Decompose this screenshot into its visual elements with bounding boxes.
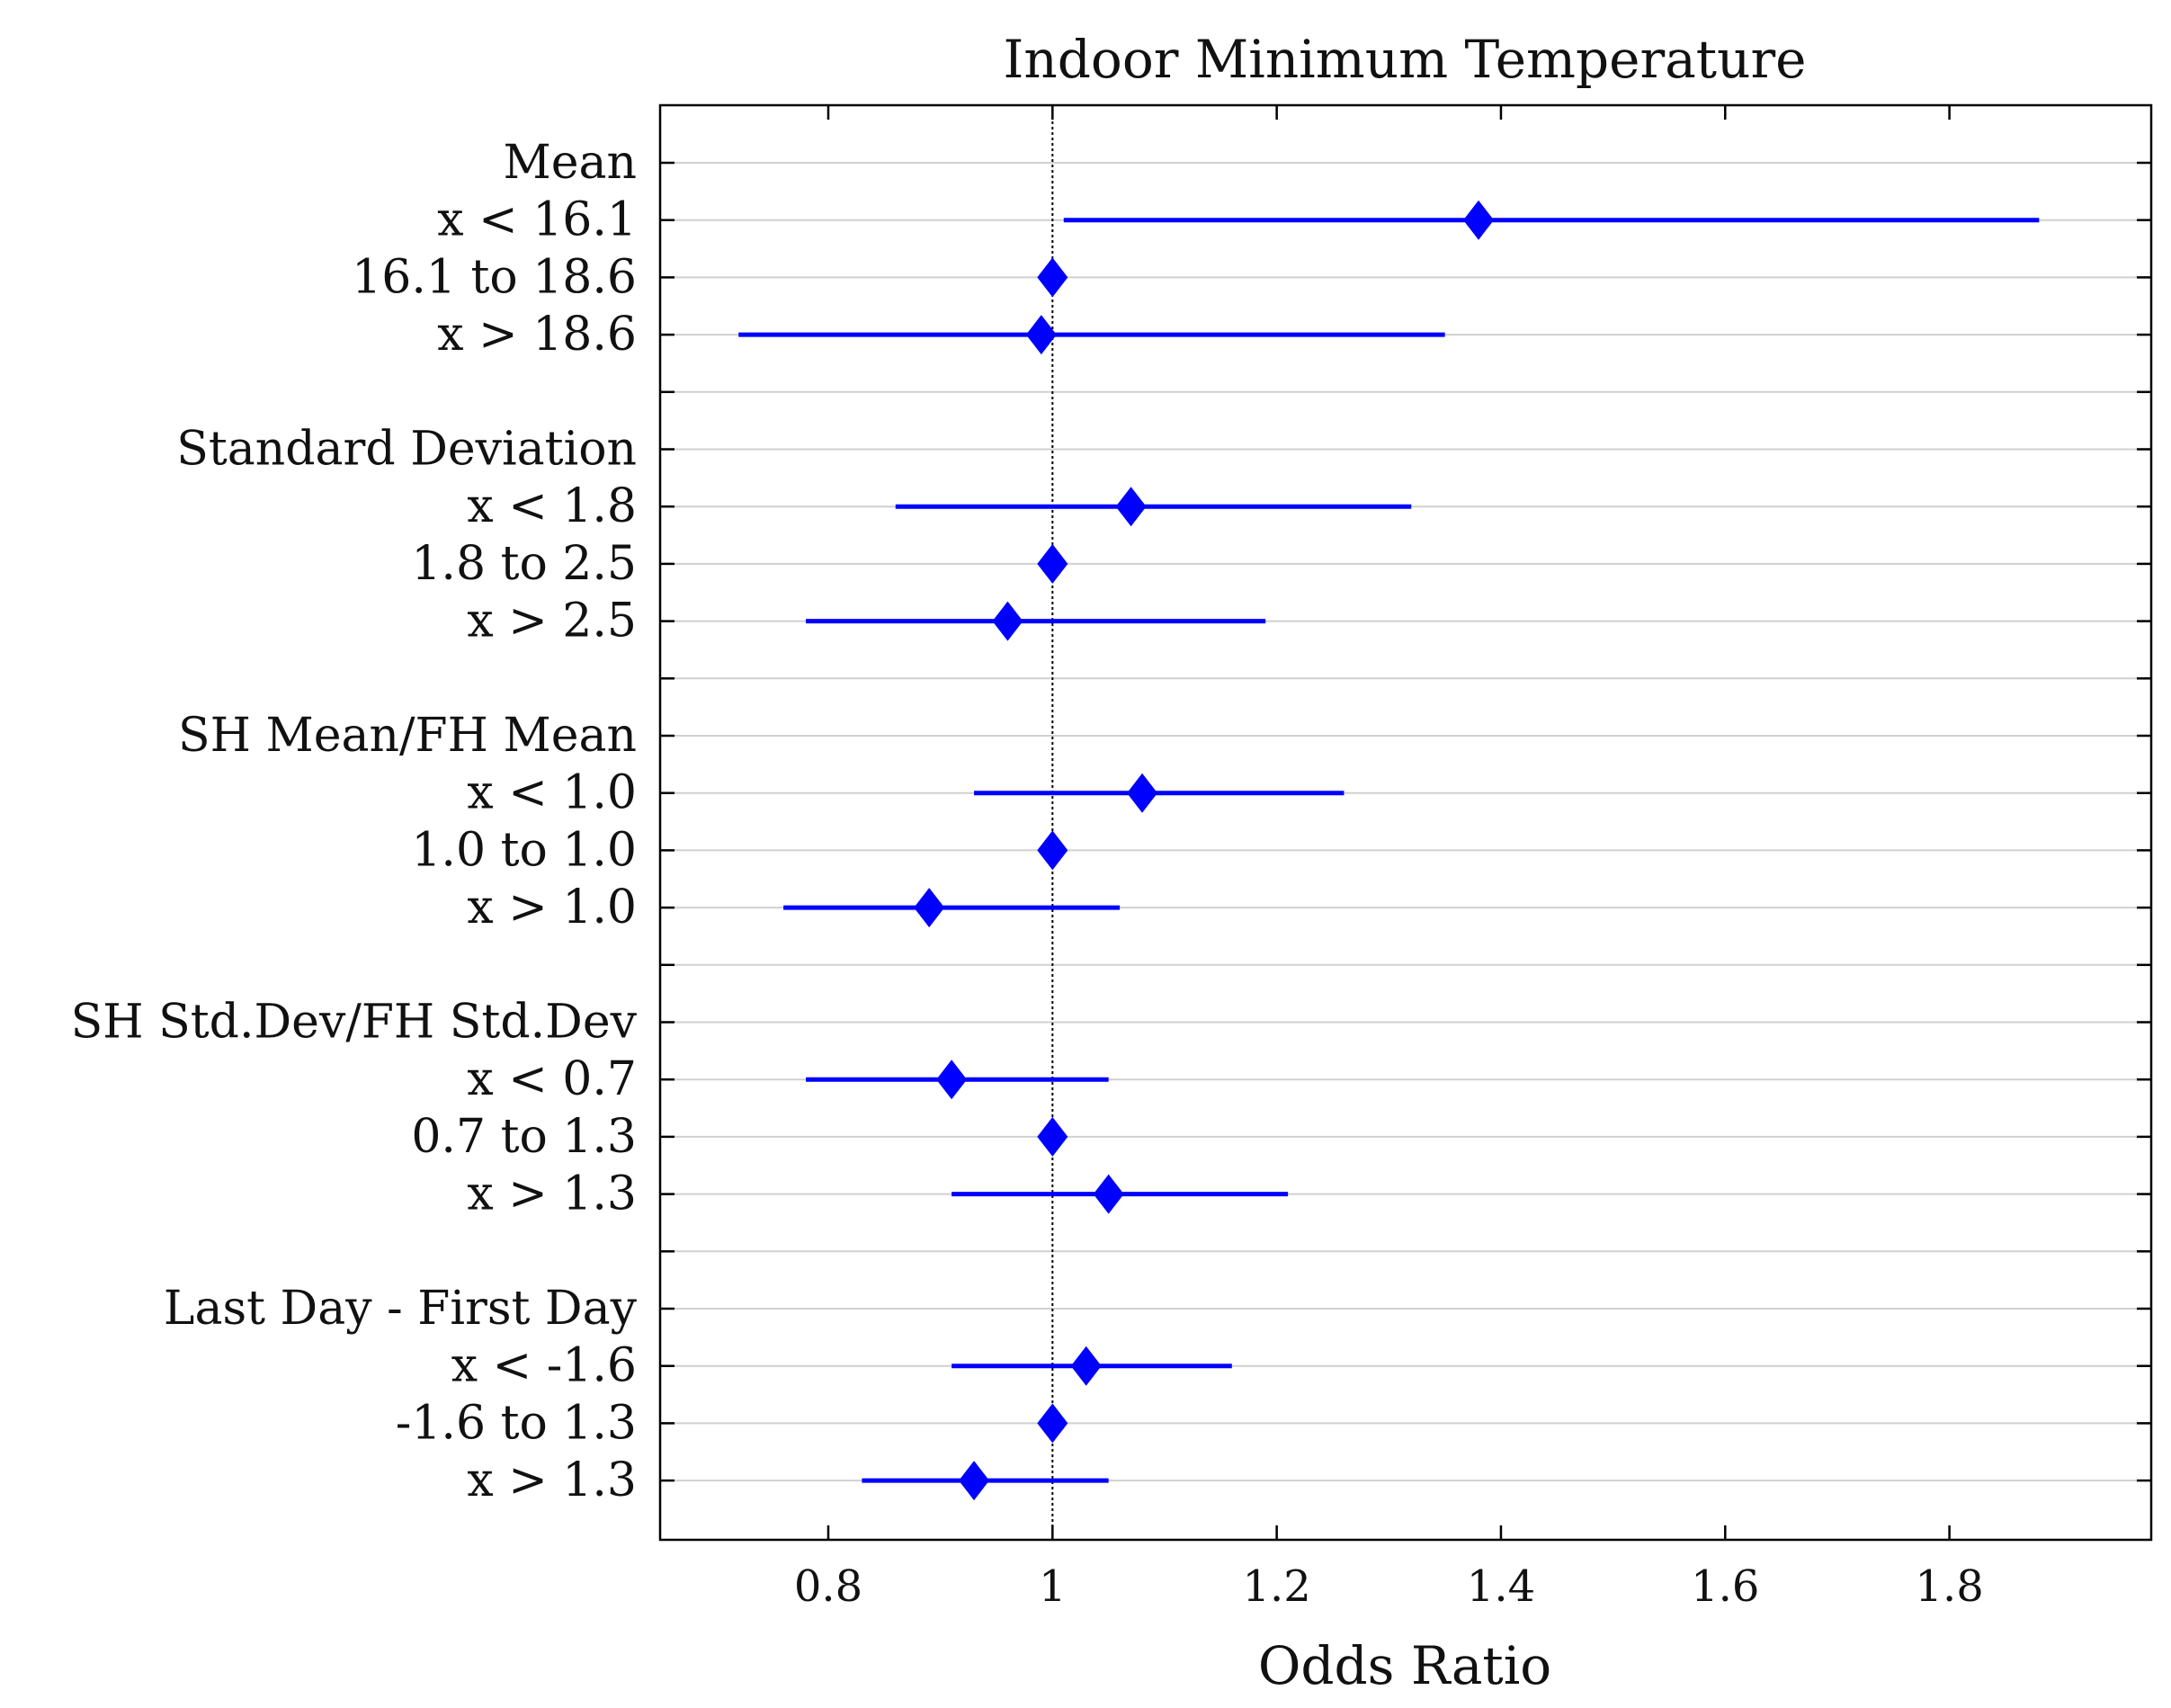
row-label: x < -1.6: [451, 1339, 637, 1393]
x-tick-label: 1: [1039, 1561, 1067, 1612]
row-label: 0.7 to 1.3: [411, 1110, 637, 1164]
row-label: x < 1.8: [467, 479, 637, 533]
confidence-intervals: [738, 218, 2040, 1483]
odds-ratio-marker: [1115, 487, 1147, 527]
odds-ratio-marker: [1037, 1403, 1068, 1444]
odds-ratio-marker: [959, 1461, 990, 1501]
odds-ratio-marker: [1037, 257, 1068, 298]
group-header-label: SH Mean/FH Mean: [178, 709, 637, 763]
odds-ratio-marker: [914, 888, 945, 928]
odds-ratio-marker: [1037, 543, 1068, 584]
odds-ratio-marker: [1093, 1174, 1124, 1214]
row-label: 16.1 to 18.6: [352, 250, 637, 304]
x-tick-label: 1.4: [1467, 1561, 1535, 1612]
row-label: x > 1.0: [467, 881, 637, 934]
x-ticks: [826, 105, 1951, 1540]
odds-ratio-marker: [1463, 200, 1495, 240]
odds-ratio-markers: [914, 200, 1495, 1501]
row-label: x < 16.1: [437, 193, 637, 247]
odds-ratio-marker: [936, 1060, 968, 1100]
x-tick-label: 0.8: [794, 1561, 862, 1612]
odds-ratio-marker: [1025, 315, 1057, 355]
gridlines: [660, 162, 2151, 1482]
odds-ratio-marker: [1037, 1116, 1068, 1157]
row-label: x > 1.3: [467, 1453, 637, 1507]
row-label: x < 0.7: [467, 1052, 637, 1106]
x-tick-label: 1.8: [1915, 1561, 1983, 1612]
chart-title: Indoor Minimum Temperature: [1004, 29, 1807, 90]
row-label: 1.0 to 1.0: [411, 823, 637, 877]
group-header-label: Mean: [503, 136, 637, 190]
odds-ratio-marker: [992, 601, 1023, 641]
plot-frame: [658, 103, 2153, 1542]
x-tick-label: 1.6: [1691, 1561, 1759, 1612]
group-header-label: SH Std.Dev/FH Std.Dev: [71, 996, 638, 1050]
row-label: x < 1.0: [467, 766, 637, 820]
x-axis-label: Odds Ratio: [1258, 1635, 1551, 1696]
x-tick-label: 1.2: [1242, 1561, 1310, 1612]
group-header-label: Last Day - First Day: [164, 1282, 638, 1336]
x-tick-labels: 0.8 1 1.2 1.4 1.6 1.8: [794, 1561, 1984, 1612]
row-label: x > 18.6: [437, 308, 637, 362]
row-label: x > 2.5: [467, 595, 637, 648]
row-label: 1.8 to 2.5: [411, 537, 637, 591]
row-label: -1.6 to 1.3: [396, 1396, 637, 1450]
odds-ratio-marker: [1070, 1346, 1102, 1386]
odds-ratio-marker: [1127, 773, 1158, 813]
y-ticks: [660, 161, 2151, 1482]
group-header-label: Standard Deviation: [176, 423, 637, 477]
row-label: x > 1.3: [467, 1167, 637, 1221]
odds-ratio-marker: [1037, 830, 1068, 871]
